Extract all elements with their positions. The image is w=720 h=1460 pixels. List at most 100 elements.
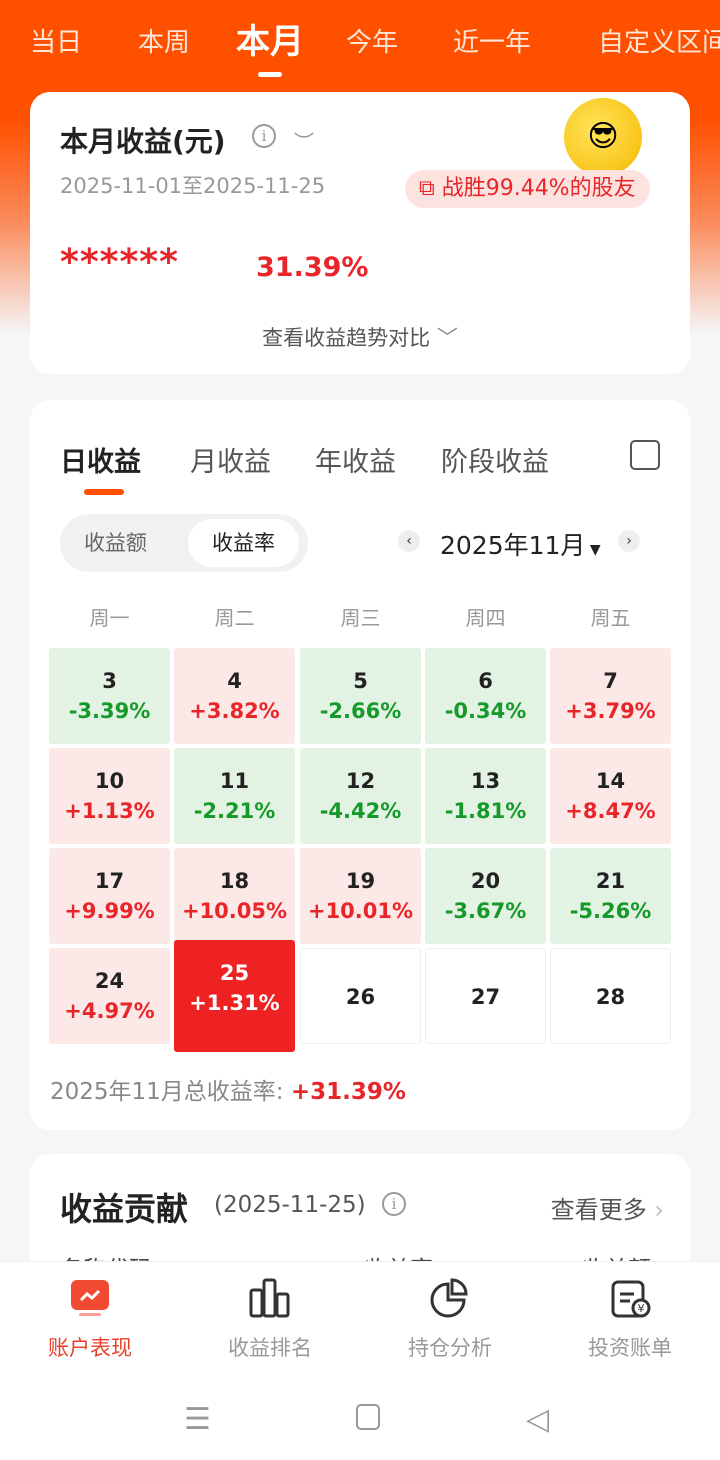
nav-account-performance[interactable]: 账户表现 — [0, 1262, 180, 1362]
see-more-link[interactable]: 查看更多 › — [551, 1190, 664, 1225]
calendar-day-cell[interactable]: 19 +10.01% — [300, 848, 421, 944]
tab-period[interactable]: 阶段收益 — [441, 447, 549, 478]
day-number: 7 — [603, 669, 618, 693]
home-icon[interactable] — [356, 1404, 380, 1430]
weekday-label: 周五 — [590, 606, 631, 630]
calendar-day-cell[interactable]: 18 +10.05% — [174, 848, 295, 944]
day-rate: +8.47% — [565, 799, 656, 823]
tab-monthly[interactable]: 月收益 — [190, 447, 271, 478]
tab-custom[interactable]: 自定义区间 — [598, 28, 720, 58]
tab-year[interactable]: 今年 — [346, 28, 399, 58]
month-selector[interactable]: 2025年11月 ▼ — [440, 526, 601, 562]
back-icon[interactable]: ◁ — [526, 1402, 550, 1437]
caret-down-icon: ▼ — [585, 542, 601, 558]
info-icon[interactable]: i — [382, 1192, 406, 1216]
nav-label: 账户表现 — [48, 1336, 132, 1360]
eye-closed-icon[interactable]: ︶ — [294, 130, 314, 154]
toggle-amount[interactable]: 收益额 — [84, 531, 147, 555]
calendar-day-cell[interactable]: 4 +3.82% — [174, 648, 295, 744]
prev-month-icon[interactable]: ‹ — [398, 530, 420, 552]
trend-link-label: 查看收益趋势对比 — [262, 326, 431, 350]
nav-profit-ranking[interactable]: 收益排名 — [180, 1262, 360, 1362]
info-icon[interactable]: i — [252, 124, 276, 148]
nav-label: 投资账单 — [588, 1336, 672, 1360]
date-range: 2025-11-01至2025-11-25 — [60, 174, 326, 198]
see-more-label: 查看更多 — [550, 1196, 647, 1224]
day-number: 6 — [478, 669, 493, 693]
share-icon[interactable] — [630, 440, 660, 470]
calendar-day-cell[interactable]: 13 -1.81% — [425, 748, 546, 844]
calendar-day-cell[interactable]: 5 -2.66% — [300, 648, 421, 744]
calendar-day-cell[interactable]: 3 -3.39% — [49, 648, 170, 744]
chevron-down-icon: ﹀ — [436, 326, 458, 350]
period-tabs: 当日 本周 本月 今年 近一年 自定义区间 — [0, 0, 720, 80]
beat-text: 战胜99.44%的股友 — [441, 176, 636, 201]
pie-chart-icon — [430, 1278, 468, 1318]
day-rate: -3.39% — [68, 699, 151, 723]
next-month-icon[interactable]: › — [618, 530, 640, 552]
day-rate: -4.42% — [319, 799, 402, 823]
day-number: 3 — [102, 669, 117, 693]
svg-text:¥: ¥ — [638, 1302, 645, 1315]
bottom-nav: 账户表现 收益排名 持仓分析 ¥ 投资账单 ☰ ◁ — [0, 1261, 720, 1460]
calendar-day-cell[interactable]: 24 +4.97% — [49, 948, 170, 1044]
day-rate: +1.31% — [189, 991, 280, 1015]
tab-month[interactable]: 本月 — [236, 14, 304, 77]
menu-icon[interactable]: ☰ — [184, 1402, 211, 1437]
tab-today[interactable]: 当日 — [30, 28, 83, 58]
day-rate: +3.79% — [565, 699, 656, 723]
day-number: 14 — [595, 769, 626, 793]
tab-yearly[interactable]: 年收益 — [315, 447, 396, 478]
month-label: 2025年11月 — [440, 531, 586, 560]
day-rate: +10.05% — [181, 899, 288, 923]
day-rate: -5.26% — [569, 899, 652, 923]
calendar-day-cell[interactable]: 10 +1.13% — [49, 748, 170, 844]
day-rate: -3.67% — [444, 899, 527, 923]
day-rate: +4.97% — [64, 999, 155, 1023]
nav-investment-bill[interactable]: ¥ 投资账单 — [540, 1262, 720, 1362]
day-rate: -2.21% — [193, 799, 276, 823]
summary-title: 本月收益(元) — [60, 125, 226, 158]
tab-daily[interactable]: 日收益 — [60, 440, 141, 495]
day-number: 27 — [470, 985, 501, 1009]
contribution-title: 收益贡献 — [60, 1190, 189, 1228]
return-rate: 31.39% — [256, 252, 369, 283]
calendar-day-cell[interactable]: 21 -5.26% — [550, 848, 671, 944]
day-number: 19 — [345, 869, 376, 893]
calendar-day-cell[interactable]: 28 — [550, 948, 671, 1044]
calendar-day-cell[interactable]: 27 — [425, 948, 546, 1044]
day-rate: -0.34% — [444, 699, 527, 723]
beat-badge[interactable]: ⧉ 战胜99.44%的股友 — [405, 170, 650, 208]
weekday-label: 周四 — [465, 606, 506, 630]
calendar-day-cell[interactable]: 7 +3.79% — [550, 648, 671, 744]
calendar-day-cell[interactable]: 6 -0.34% — [425, 648, 546, 744]
nav-holding-analysis[interactable]: 持仓分析 — [360, 1262, 540, 1362]
day-rate: +3.82% — [189, 699, 280, 723]
bill-icon: ¥ — [611, 1280, 651, 1318]
mascot-image: 😎 — [564, 98, 642, 176]
day-rate: +9.99% — [64, 899, 155, 923]
calendar-day-cell[interactable]: 17 +9.99% — [49, 848, 170, 944]
calendar-day-cell[interactable]: 26 — [300, 948, 421, 1044]
day-number: 13 — [470, 769, 501, 793]
day-number: 4 — [227, 669, 242, 693]
day-rate: -1.81% — [444, 799, 527, 823]
toggle-rate[interactable]: 收益率 — [188, 519, 299, 567]
calendar-day-cell[interactable]: 11 -2.21% — [174, 748, 295, 844]
day-number: 25 — [219, 961, 250, 985]
tab-last-year[interactable]: 近一年 — [453, 28, 532, 58]
day-rate: -2.66% — [319, 699, 402, 723]
nav-label: 收益排名 — [228, 1336, 312, 1360]
calendar-day-cell[interactable]: 12 -4.42% — [300, 748, 421, 844]
weekday-label: 周二 — [214, 606, 255, 630]
trend-compare-link[interactable]: 查看收益趋势对比 ﹀ — [30, 322, 690, 352]
day-rate: +10.01% — [307, 899, 414, 923]
contribution-date: (2025-11-25) — [214, 1192, 366, 1218]
tab-week[interactable]: 本周 — [138, 28, 191, 58]
weekday-label: 周三 — [340, 606, 381, 630]
calendar-day-cell[interactable]: 25 +1.31% — [174, 940, 295, 1052]
calendar-day-cell[interactable]: 14 +8.47% — [550, 748, 671, 844]
weekday-label: 周一 — [89, 606, 130, 630]
calendar-day-cell[interactable]: 20 -3.67% — [425, 848, 546, 944]
day-number: 18 — [219, 869, 250, 893]
